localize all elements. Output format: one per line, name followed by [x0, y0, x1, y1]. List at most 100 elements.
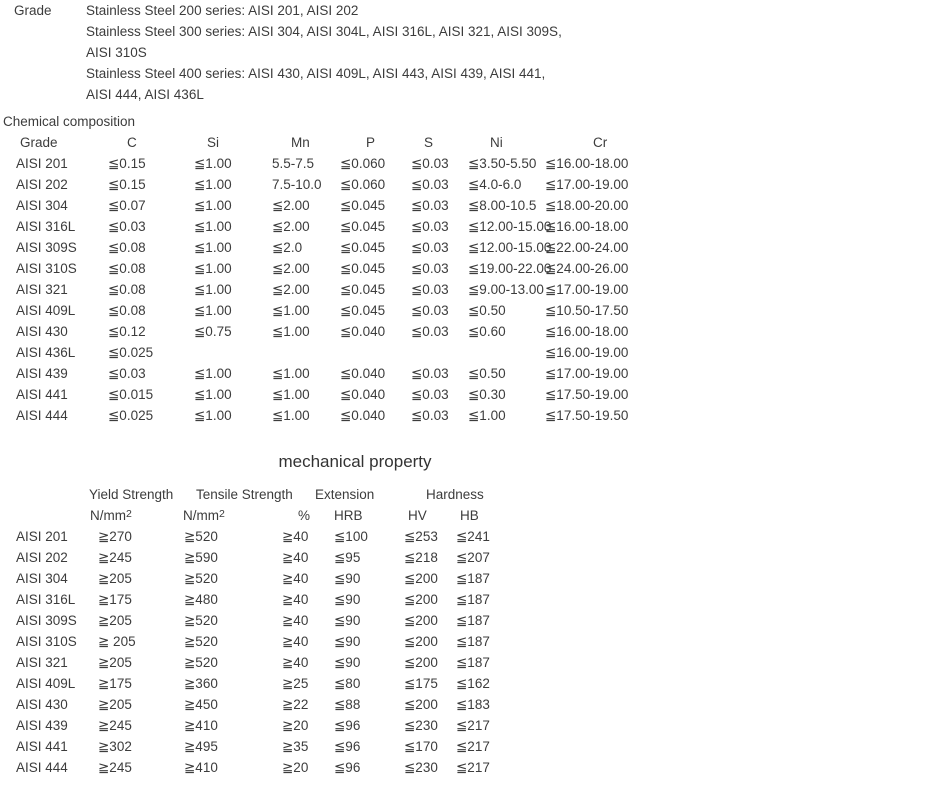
cell-si: ≦1.00	[194, 366, 232, 381]
cell-yield-strength: ≧ 205	[98, 634, 136, 649]
cell-ni: ≦8.00-10.5	[468, 198, 537, 213]
cell-yield-strength: ≧175	[98, 592, 132, 607]
cell-yield-strength: ≧270	[98, 529, 132, 544]
cell-hv: ≦200	[404, 571, 438, 586]
cell-p: ≦0.040	[340, 324, 386, 339]
table-row: AISI 202 ≧245 ≧590 ≧40 ≦95 ≦218 ≦207	[0, 547, 941, 568]
cell-mn: ≦1.00	[272, 324, 310, 339]
cell-c: ≦0.07	[108, 198, 146, 213]
cell-p: ≦0.040	[340, 408, 386, 423]
cell-mn: ≦2.00	[272, 282, 310, 297]
cell-grade: AISI 310S	[16, 261, 77, 276]
cell-c: ≦0.025	[108, 345, 154, 360]
grade-summary-row: AISI 444, AISI 436L	[0, 84, 941, 105]
cell-p: ≦0.045	[340, 282, 386, 297]
cell-c: ≦0.08	[108, 303, 146, 318]
cell-extension: ≧40	[282, 550, 309, 565]
cell-cr: ≦16.00-18.00	[545, 156, 629, 171]
cell-hrb: ≦90	[334, 655, 361, 670]
cell-s: ≦0.03	[411, 156, 449, 171]
mechanical-property-table: Yield Strength Tensile Strength Extensio…	[0, 484, 941, 778]
cell-c: ≦0.15	[108, 177, 146, 192]
table-row: AISI 430 ≦0.12 ≦0.75 ≦1.00 ≦0.040 ≦0.03 ≦0.60 ≦…	[0, 321, 941, 342]
column-header-mn: Mn	[291, 135, 310, 150]
cell-si: ≦1.00	[194, 156, 232, 171]
cell-yield-strength: ≧245	[98, 760, 132, 775]
table-row: AISI 316L ≧175 ≧480 ≧40 ≦90 ≦200 ≦187	[0, 589, 941, 610]
cell-hv: ≦200	[404, 655, 438, 670]
cell-s: ≦0.03	[411, 366, 449, 381]
cell-mn: ≦2.00	[272, 261, 310, 276]
cell-grade: AISI 201	[16, 529, 68, 544]
cell-hb: ≦187	[456, 592, 490, 607]
cell-grade: AISI 439	[16, 718, 68, 733]
column-header-c: C	[127, 135, 137, 150]
cell-yield-strength: ≧302	[98, 739, 132, 754]
cell-cr: ≦16.00-19.00	[545, 345, 629, 360]
cell-ni: ≦19.00-22.00	[468, 261, 552, 276]
cell-ni: ≦12.00-15.00	[468, 240, 552, 255]
cell-hb: ≦187	[456, 655, 490, 670]
unit-text: N/mm	[183, 508, 219, 523]
cell-hrb: ≦90	[334, 634, 361, 649]
cell-c: ≦0.025	[108, 408, 154, 423]
cell-si: ≦1.00	[194, 408, 232, 423]
cell-ni: ≦1.00	[468, 408, 506, 423]
cell-hv: ≦230	[404, 760, 438, 775]
table-row: AISI 430 ≧205 ≧450 ≧22 ≦88 ≦200 ≦183	[0, 694, 941, 715]
cell-yield-strength: ≧205	[98, 571, 132, 586]
cell-tensile-strength: ≧360	[184, 676, 218, 691]
cell-tensile-strength: ≧410	[184, 760, 218, 775]
cell-c: ≦0.08	[108, 261, 146, 276]
column-header-extension: Extension	[315, 487, 375, 502]
column-header-hardness: Hardness	[426, 487, 484, 502]
cell-cr: ≦17.00-19.00	[545, 366, 629, 381]
cell-hv: ≦170	[404, 739, 438, 754]
cell-hv: ≦200	[404, 697, 438, 712]
cell-s: ≦0.03	[411, 303, 449, 318]
table-row: AISI 304 ≦0.07 ≦1.00 ≦2.00 ≦0.045 ≦0.03 ≦8.00-…	[0, 195, 941, 216]
cell-yield-strength: ≧245	[98, 550, 132, 565]
unit-text: N/mm	[90, 508, 126, 523]
table-row: AISI 441 ≧302 ≧495 ≧35 ≦96 ≦170 ≦217	[0, 736, 941, 757]
grade-summary-line: Stainless Steel 400 series: AISI 430, AI…	[86, 66, 546, 81]
cell-extension: ≧40	[282, 634, 309, 649]
cell-hb: ≦207	[456, 550, 490, 565]
grade-summary-row: Grade Stainless Steel 200 series: AISI 2…	[0, 0, 941, 21]
table-row: AISI 309S ≧205 ≧520 ≧40 ≦90 ≦200 ≦187	[0, 610, 941, 631]
cell-extension: ≧40	[282, 655, 309, 670]
cell-grade: AISI 409L	[16, 676, 76, 691]
cell-hrb: ≦100	[334, 529, 368, 544]
cell-p: ≦0.045	[340, 240, 386, 255]
cell-cr: ≦17.00-19.00	[545, 177, 629, 192]
cell-hv: ≦175	[404, 676, 438, 691]
table-row: AISI 309S ≦0.08 ≦1.00 ≦2.0 ≦0.045 ≦0.03 ≦12.00…	[0, 237, 941, 258]
column-header-si: Si	[207, 135, 220, 150]
cell-hb: ≦187	[456, 571, 490, 586]
cell-s: ≦0.03	[411, 219, 449, 234]
table-row: AISI 409L ≦0.08 ≦1.00 ≦1.00 ≦0.045 ≦0.03 ≦0.50…	[0, 300, 941, 321]
cell-ni: ≦3.50-5.50	[468, 156, 537, 171]
cell-grade: AISI 444	[16, 408, 68, 423]
cell-grade: AISI 202	[16, 177, 68, 192]
chemical-composition-caption: Chemical composition	[3, 114, 136, 129]
table-row: AISI 201 ≧270 ≧520 ≧40 ≦100 ≦253 ≦241	[0, 526, 941, 547]
cell-ni: ≦0.30	[468, 387, 506, 402]
cell-tensile-strength: ≧520	[184, 613, 218, 628]
cell-cr: ≦17.50-19.00	[545, 387, 629, 402]
grade-summary-label: Grade	[14, 3, 52, 18]
cell-si: ≦1.00	[194, 198, 232, 213]
cell-cr: ≦16.00-18.00	[545, 324, 629, 339]
table-row: AISI 436L ≦0.025 ≦16.00-19.00	[0, 342, 941, 363]
column-header-s: S	[424, 135, 434, 150]
cell-hv: ≦218	[404, 550, 438, 565]
cell-cr: ≦22.00-24.00	[545, 240, 629, 255]
grade-summary-row: Stainless Steel 400 series: AISI 430, AI…	[0, 63, 941, 84]
cell-si: ≦1.00	[194, 303, 232, 318]
grade-summary-block: Grade Stainless Steel 200 series: AISI 2…	[0, 0, 941, 105]
cell-mn: ≦1.00	[272, 366, 310, 381]
column-header-grade: Grade	[20, 135, 58, 150]
column-header-p: P	[366, 135, 376, 150]
cell-grade: AISI 309S	[16, 613, 77, 628]
cell-s: ≦0.03	[411, 198, 449, 213]
